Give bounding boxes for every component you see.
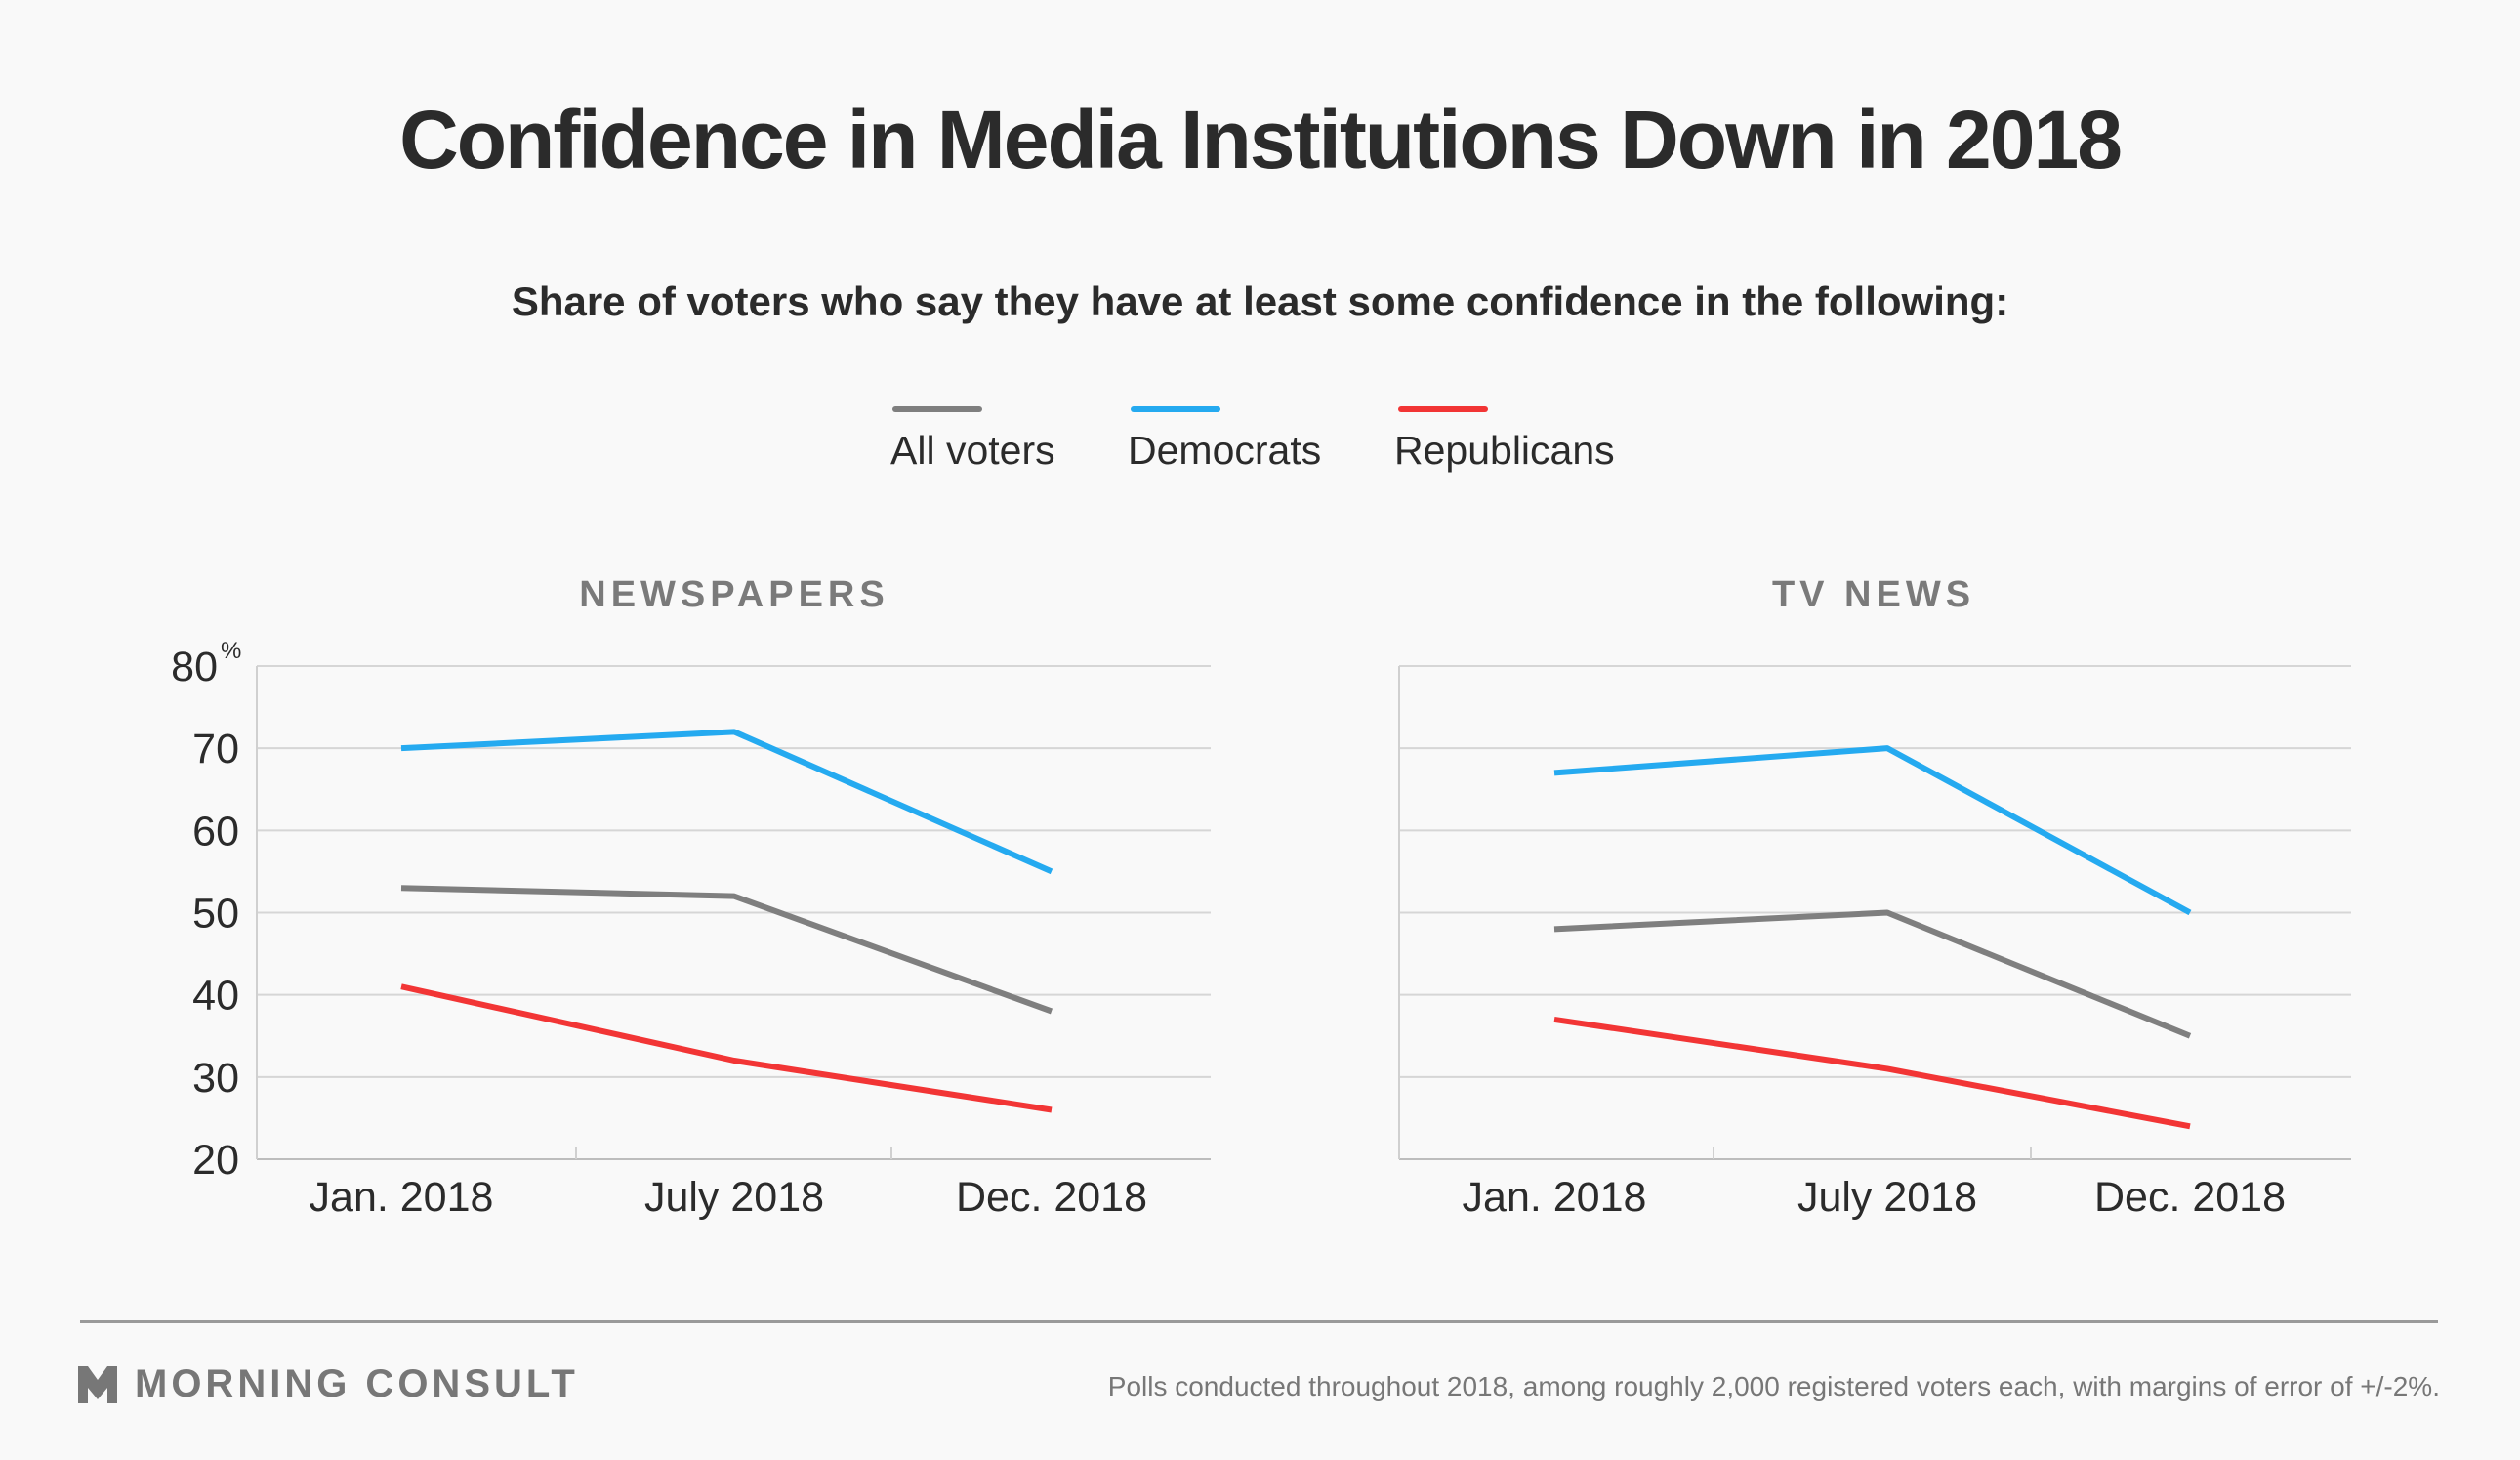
newspapers-ytick-label: 70 <box>192 726 239 772</box>
morning-consult-logo-icon <box>78 1366 117 1403</box>
newspapers-ytick-label: 40 <box>192 973 239 1020</box>
newspapers-line-republicans <box>400 983 1053 1113</box>
legend-swatch-democrats <box>1131 406 1220 412</box>
newspapers-ytick-label: 50 <box>192 891 239 938</box>
chart-title: Confidence in Media Institutions Down in… <box>399 94 2123 186</box>
newspapers-ytick-label: 60 <box>192 808 239 855</box>
newspapers-ytick-label: 30 <box>192 1055 239 1102</box>
footnote: Polls conducted throughout 2018, among r… <box>1107 1371 2440 1401</box>
newspapers-ytick-suffix: % <box>221 638 241 664</box>
legend-label-all-voters: All voters <box>890 428 1055 473</box>
legend-label-democrats: Democrats <box>1128 428 1322 473</box>
panel-title-tv-news: TV NEWS <box>1771 574 1976 615</box>
legend-label-republicans: Republicans <box>1394 428 1615 473</box>
newspapers-xtick-label: July 2018 <box>644 1174 824 1221</box>
newspapers-ytick-label: 20 <box>192 1137 239 1184</box>
tv-news-line-republicans <box>1553 1016 2191 1130</box>
footer-divider <box>80 1320 2438 1323</box>
chart-subtitle: Share of voters who say they have at lea… <box>511 278 2009 324</box>
newspapers-xtick-label: Dec. 2018 <box>956 1174 1147 1221</box>
legend-swatch-all-voters <box>892 406 982 412</box>
tv-news-xtick-label: Jan. 2018 <box>1463 1174 1647 1221</box>
tv-news-xtick-label: Dec. 2018 <box>2094 1174 2286 1221</box>
newspapers-xtick-label: Jan. 2018 <box>310 1174 494 1221</box>
legend-swatch-republicans <box>1398 406 1488 412</box>
tv-news-line-democrats <box>1553 745 2192 916</box>
newspapers-line-all-voters <box>400 885 1053 1015</box>
newspapers-ytick-label: 80 <box>171 644 218 690</box>
brand-name: MORNING CONSULT <box>135 1362 579 1405</box>
tv-news-xtick-label: July 2018 <box>1797 1174 1977 1221</box>
newspapers-line-democrats <box>400 729 1053 875</box>
tv-news-line-all-voters <box>1553 909 2192 1039</box>
panel-title-newspapers: NEWSPAPERS <box>579 574 889 615</box>
